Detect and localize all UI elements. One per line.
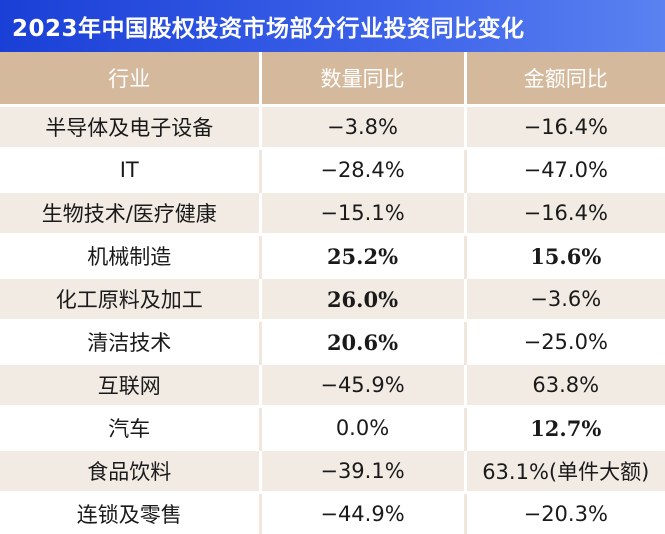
cell-count-yoy: 0.0% (260, 407, 465, 450)
cell-amount-yoy: −16.4% (465, 192, 665, 235)
cell-industry: 食品饮料 (0, 450, 260, 493)
cell-amount-yoy: −16.4% (465, 106, 665, 149)
cell-industry: 连锁及零售 (0, 493, 260, 534)
table-row: 连锁及零售−44.9%−20.3% (0, 493, 665, 534)
cell-count-yoy: −28.4% (260, 149, 465, 192)
header-amount-yoy: 金额同比 (465, 52, 665, 106)
cell-industry: 半导体及电子设备 (0, 106, 260, 149)
cell-industry: 清洁技术 (0, 321, 260, 364)
cell-amount-yoy: 12.7% (465, 407, 665, 450)
cell-industry: 机械制造 (0, 235, 260, 278)
cell-count-yoy: −45.9% (260, 364, 465, 407)
cell-count-yoy: −44.9% (260, 493, 465, 534)
cell-count-yoy: 20.6% (260, 321, 465, 364)
header-industry: 行业 (0, 52, 260, 106)
cell-industry: 互联网 (0, 364, 260, 407)
cell-industry: 汽车 (0, 407, 260, 450)
cell-count-yoy: 25.2% (260, 235, 465, 278)
table-row: 食品饮料−39.1%63.1%(单件大额) (0, 450, 665, 493)
table-title: 2023年中国股权投资市场部分行业投资同比变化 (0, 0, 665, 52)
cell-amount-yoy: 63.8% (465, 364, 665, 407)
cell-amount-yoy: −47.0% (465, 149, 665, 192)
header-row: 行业 数量同比 金额同比 (0, 52, 665, 106)
cell-count-yoy: −39.1% (260, 450, 465, 493)
cell-count-yoy: −15.1% (260, 192, 465, 235)
cell-industry: 化工原料及加工 (0, 278, 260, 321)
cell-count-yoy: 26.0% (260, 278, 465, 321)
cell-industry: 生物技术/医疗健康 (0, 192, 260, 235)
cell-amount-yoy: −3.6% (465, 278, 665, 321)
table-row: 生物技术/医疗健康−15.1%−16.4% (0, 192, 665, 235)
industry-yoy-table: 行业 数量同比 金额同比 半导体及电子设备−3.8%−16.4%IT−28.4%… (0, 52, 665, 534)
cell-industry: IT (0, 149, 260, 192)
table-body: 半导体及电子设备−3.8%−16.4%IT−28.4%−47.0%生物技术/医疗… (0, 106, 665, 534)
cell-amount-yoy: −25.0% (465, 321, 665, 364)
table-card: 2023年中国股权投资市场部分行业投资同比变化 行业 数量同比 金额同比 半导体… (0, 0, 665, 519)
table-row: IT−28.4%−47.0% (0, 149, 665, 192)
cell-amount-yoy: 15.6% (465, 235, 665, 278)
cell-count-yoy: −3.8% (260, 106, 465, 149)
header-count-yoy: 数量同比 (260, 52, 465, 106)
cell-amount-yoy: −20.3% (465, 493, 665, 534)
table-row: 互联网−45.9%63.8% (0, 364, 665, 407)
table-row: 半导体及电子设备−3.8%−16.4% (0, 106, 665, 149)
cell-amount-yoy: 63.1%(单件大额) (465, 450, 665, 493)
